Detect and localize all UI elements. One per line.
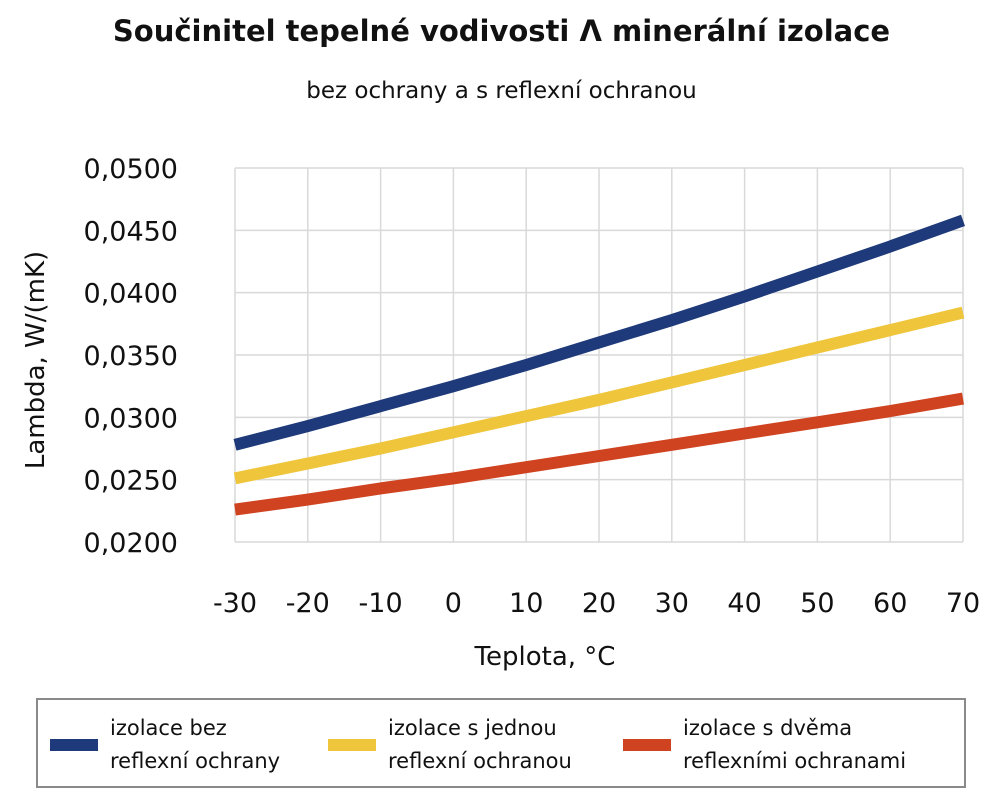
y-tick-label: 0,0300 [84, 403, 178, 434]
legend-swatch [328, 739, 376, 751]
plot-area: 0,0200 0,0250 0,0300 0,0350 0,0400 0,0450 0,05… [21, 154, 980, 672]
x-tick-label: 0 [445, 588, 462, 619]
x-tick-label: -20 [286, 588, 330, 619]
x-tick-label: 20 [582, 588, 616, 619]
legend-label: izolace bez reflexní ochrany [110, 716, 281, 773]
legend-label: izolace s dvěma reflexními ochranami [683, 716, 907, 773]
legend-swatch [623, 739, 671, 751]
x-tick-label: -30 [213, 588, 257, 619]
series-line-3 [234, 392, 965, 516]
chart-title: Součinitel tepelné vodivosti Λ minerální… [112, 14, 891, 48]
y-axis-label: Lambda, W/(mK) [21, 251, 51, 469]
series-line-1 [233, 214, 966, 451]
x-tick-label: 10 [509, 588, 543, 619]
legend-swatch [50, 739, 98, 751]
x-tick-label: 60 [873, 588, 907, 619]
y-tick-label: 0,0450 [84, 216, 178, 247]
legend-item: izolace s dvěma reflexními ochranami [623, 708, 906, 782]
x-tick-label: 70 [946, 588, 980, 619]
legend-item: izolace s jednou reflexní ochranou [328, 708, 572, 782]
y-tick-label: 0,0500 [84, 154, 178, 185]
legend-item: izolace bez reflexní ochrany [50, 708, 280, 782]
legend: izolace bez reflexní ochrany izolace s j… [36, 698, 966, 788]
y-tick-label: 0,0350 [84, 341, 178, 372]
legend-label: izolace s jednou reflexní ochranou [388, 716, 572, 773]
y-tick-label: 0,0400 [84, 279, 178, 310]
x-tick-label: -10 [359, 588, 403, 619]
y-tick-label: 0,0250 [84, 466, 178, 497]
x-axis-label: Teplota, °C [474, 642, 616, 672]
x-tick-label: 40 [727, 588, 761, 619]
y-tick-label: 0,0200 [84, 528, 178, 559]
chart-subtitle: bez ochrany a s reflexní ochranou [306, 78, 697, 104]
x-tick-label: 50 [800, 588, 834, 619]
x-tick-label: 30 [655, 588, 689, 619]
series-line-2 [233, 306, 965, 485]
